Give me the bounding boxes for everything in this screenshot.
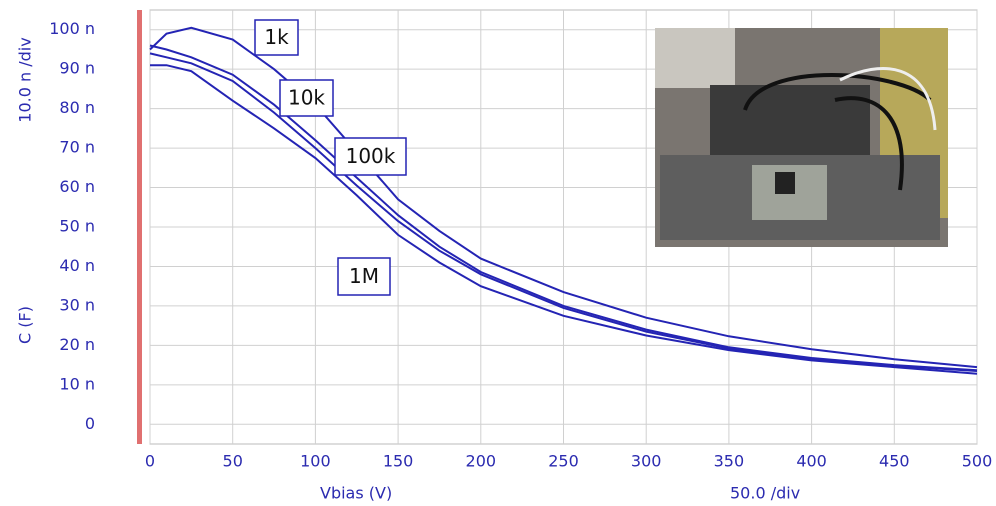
x-tick-label: 450 [879, 452, 910, 471]
curve [150, 64, 978, 375]
legend-box [337, 257, 391, 296]
x-tick-label: 500 [962, 452, 993, 471]
x-axis-label: Vbias (V) [320, 484, 392, 503]
y-tick-label: 90 n [59, 59, 95, 78]
legend-box [279, 79, 334, 117]
x-tick-label: 400 [796, 452, 827, 471]
x-tick-label: 350 [714, 452, 745, 471]
x-tick-label: 250 [548, 452, 579, 471]
x-scale-note: 50.0 /div [730, 484, 800, 503]
x-tick-label: 200 [466, 452, 497, 471]
x-tick-label: 100 [300, 452, 331, 471]
y-tick-label: 30 n [59, 295, 95, 314]
y-tick-label: 20 n [59, 335, 95, 354]
curve [149, 26, 978, 369]
x-tick-label: 150 [383, 452, 414, 471]
inset-photo [655, 28, 948, 247]
legend-label: 1M [349, 264, 379, 288]
legend-label: 1k [264, 25, 289, 49]
x-tick-label: 300 [631, 452, 662, 471]
legend-box [254, 19, 299, 56]
legend-label: 100k [346, 144, 396, 168]
legend-label: 10k [288, 86, 325, 110]
y-tick-label: 100 n [49, 19, 95, 38]
y-axis-label: C (F) [16, 306, 35, 344]
curves [149, 26, 978, 375]
curve [149, 52, 978, 372]
cursor-bar [137, 10, 142, 444]
y-tick-label: 60 n [59, 177, 95, 196]
y-tick-label: 70 n [59, 138, 95, 157]
y-scale-note: 10.0 n /div [16, 37, 35, 122]
y-tick-label: 0 [85, 414, 95, 433]
y-tick-label: 80 n [59, 98, 95, 117]
y-tick-label: 50 n [59, 217, 95, 236]
y-tick-label: 40 n [59, 256, 95, 275]
x-tick-label: 0 [145, 452, 155, 471]
legend-box [334, 137, 407, 176]
y-tick-label: 10 n [59, 374, 95, 393]
x-tick-label: 50 [223, 452, 243, 471]
